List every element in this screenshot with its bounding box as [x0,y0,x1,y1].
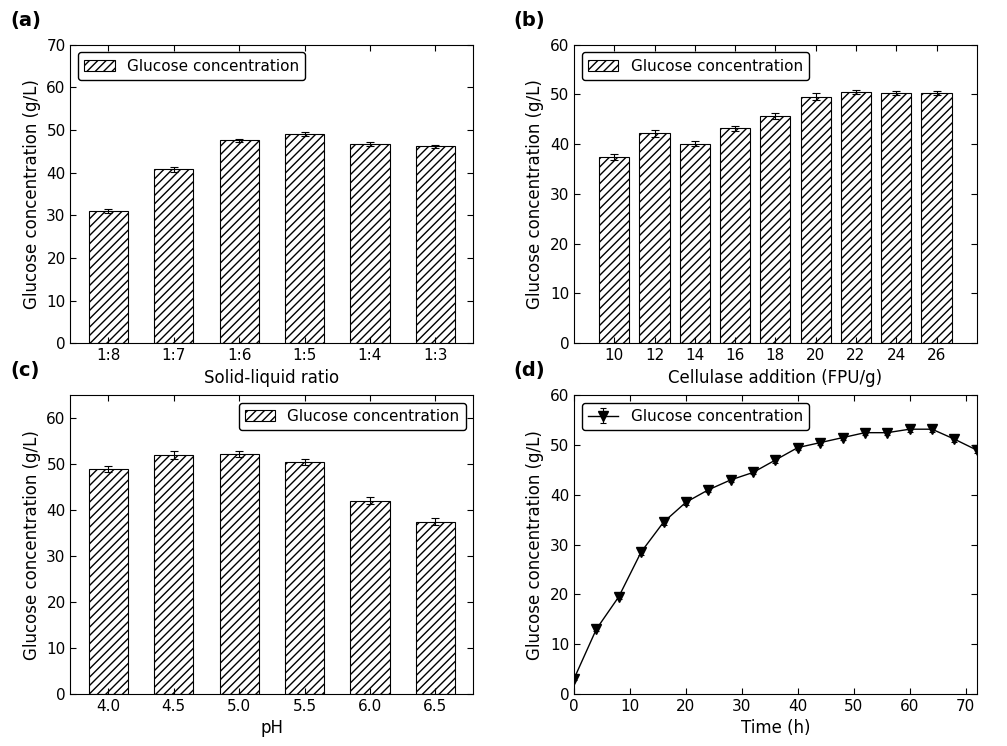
Text: (d): (d) [514,362,545,380]
X-axis label: Time (h): Time (h) [740,719,811,737]
Y-axis label: Glucose concentration (g/L): Glucose concentration (g/L) [23,79,40,309]
Bar [154,455,193,694]
Bar [680,144,710,343]
Text: (a): (a) [10,11,41,30]
Bar [220,454,259,694]
Text: (c): (c) [10,362,39,380]
Bar [89,468,128,694]
Bar [720,128,750,343]
Bar [881,93,911,343]
Bar [760,116,790,343]
Bar [154,169,193,343]
Bar [801,97,831,343]
Legend: Glucose concentration: Glucose concentration [582,403,809,430]
Bar [350,501,390,694]
X-axis label: Cellulase addition (FPU/g): Cellulase addition (FPU/g) [669,369,882,386]
Bar [220,140,259,343]
Bar [89,211,128,343]
Y-axis label: Glucose concentration (g/L): Glucose concentration (g/L) [23,430,40,659]
Bar [285,462,324,694]
Bar [599,157,629,343]
Bar [285,134,324,343]
Bar [921,93,952,343]
Bar [416,521,455,694]
Y-axis label: Glucose concentration (g/L): Glucose concentration (g/L) [527,430,544,659]
Bar [639,134,670,343]
Text: (b): (b) [514,11,545,30]
Legend: Glucose concentration: Glucose concentration [79,52,305,80]
Bar [841,92,871,343]
X-axis label: Solid-liquid ratio: Solid-liquid ratio [204,369,339,386]
Bar [350,144,390,343]
Bar [416,146,455,343]
X-axis label: pH: pH [261,719,283,737]
Y-axis label: Glucose concentration (g/L): Glucose concentration (g/L) [527,79,544,309]
Legend: Glucose concentration: Glucose concentration [582,52,809,80]
Legend: Glucose concentration: Glucose concentration [239,403,465,430]
